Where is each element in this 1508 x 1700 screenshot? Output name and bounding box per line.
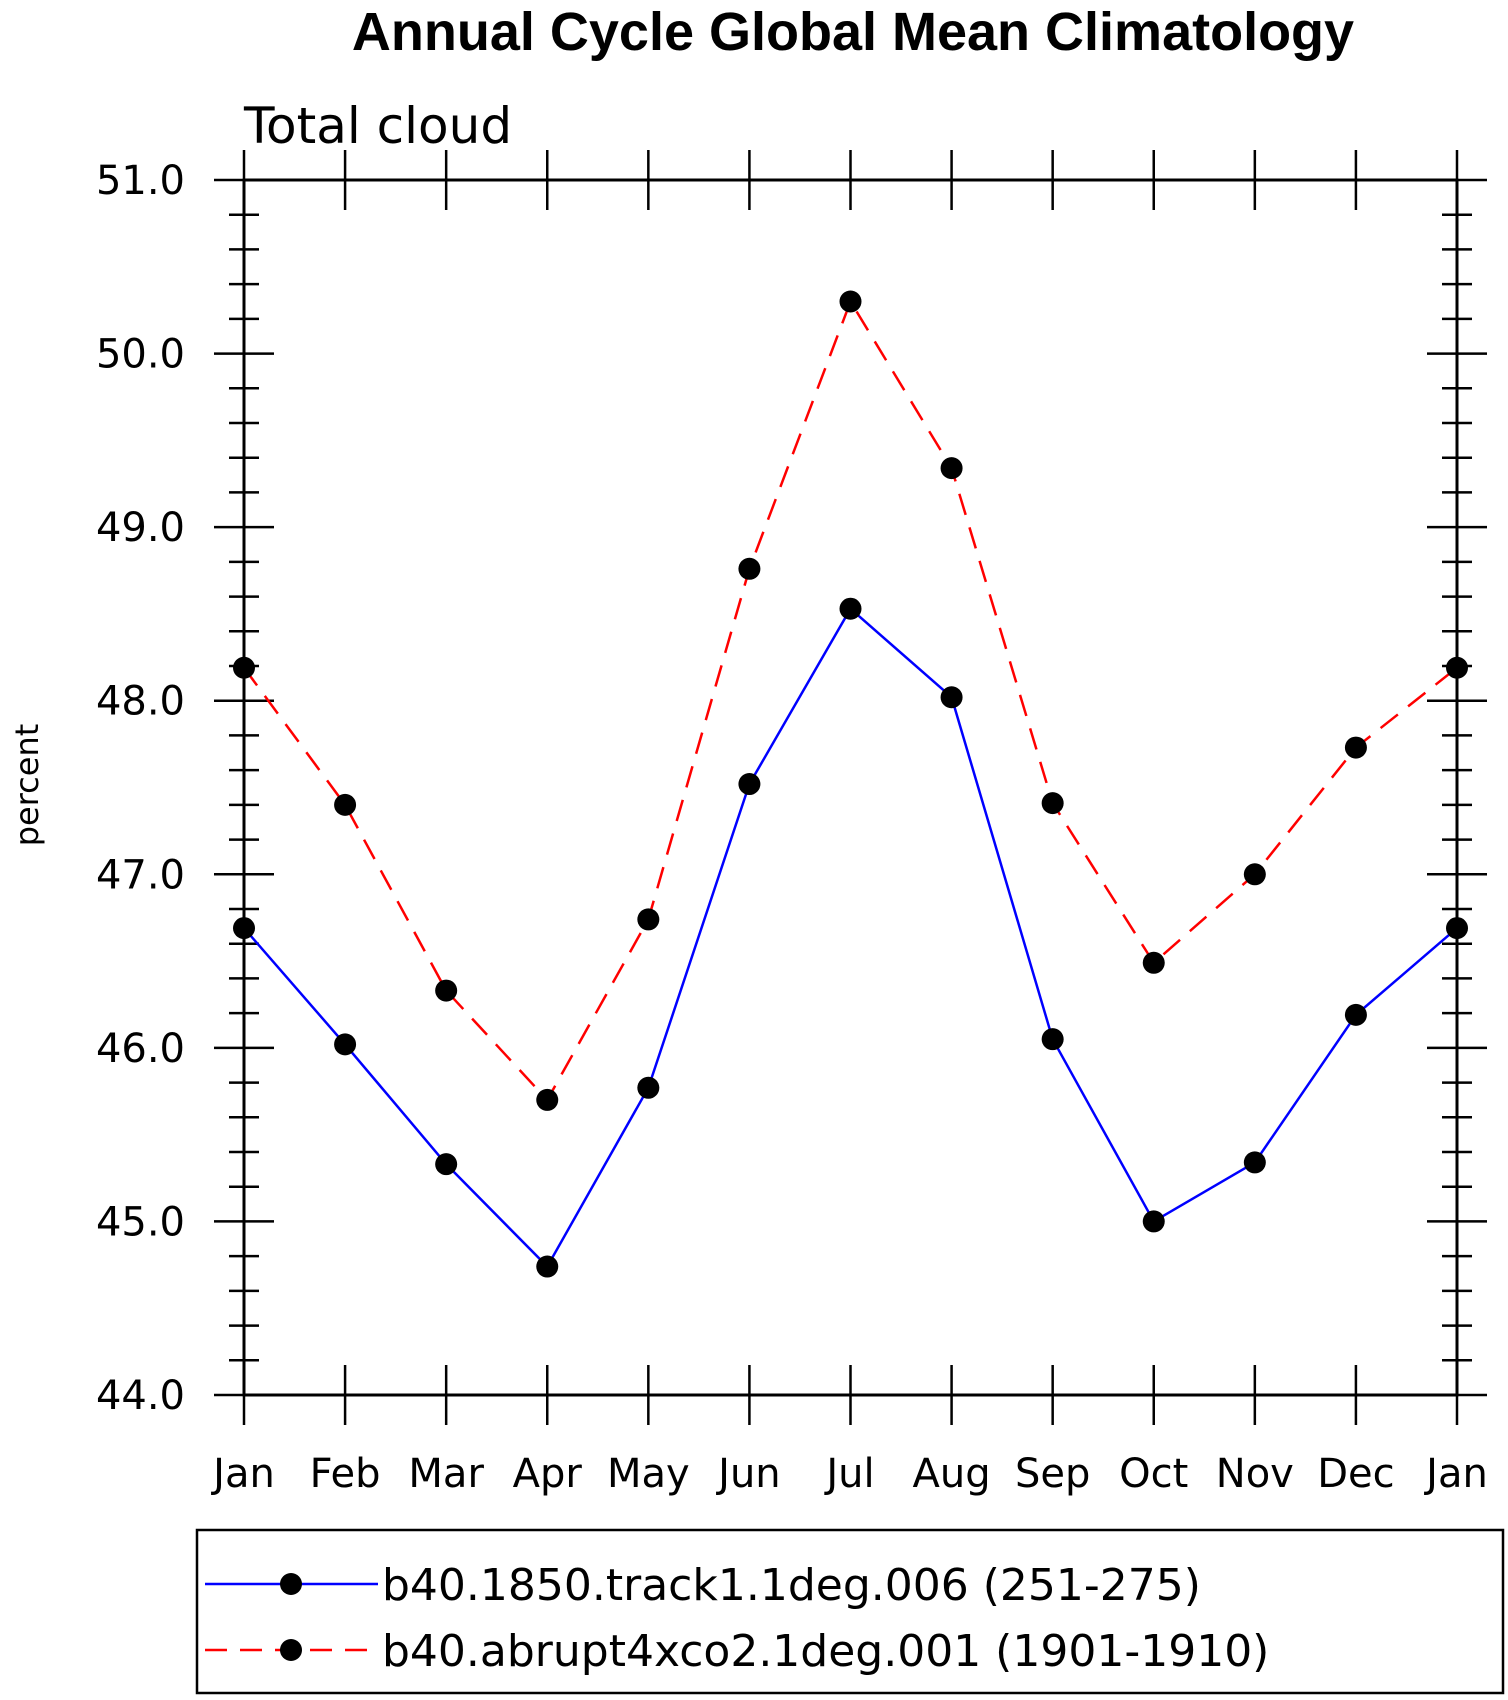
legend-marker-1 [280,1573,302,1595]
chart-title: Annual Cycle Global Mean Climatology [352,2,1354,62]
data-point-series-2 [738,557,761,580]
legend-entries: b40.1850.track1.1deg.006 (251-275) b40.ab… [205,1560,1269,1677]
data-point-series-1 [839,597,862,620]
data-point-series-1 [1344,1003,1367,1026]
y-tick-label: 47.0 [96,852,185,898]
x-tick-label: Aug [913,1451,991,1497]
x-tick-label: Dec [1317,1451,1394,1497]
data-point-series-2 [1142,951,1165,974]
y-axis-label: percent [8,724,46,847]
data-point-series-1 [738,773,761,796]
y-tick-label: 49.0 [96,505,185,551]
x-tick-label: Jan [1423,1451,1488,1497]
data-point-series-2 [1243,863,1266,886]
y-tick-label: 44.0 [96,1373,185,1419]
y-tick-labels: 44.0 45.0 46.0 47.0 48.0 49.0 50.0 51.0 [96,158,185,1419]
series-line-2 [242,298,1458,1103]
y-tick-label: 51.0 [96,158,185,204]
chart-subtitle: Total cloud [243,97,512,155]
legend-box [195,1528,1505,1695]
legend-label-1: b40.1850.track1.1deg.006 (251-275) [382,1560,1201,1611]
data-point-series-1 [940,686,963,709]
x-tick-label: May [607,1451,690,1497]
legend: b40.1850.track1.1deg.006 (251-275) b40.ab… [195,1528,1505,1695]
data-point-series-1 [1243,1151,1266,1174]
y-tick-label: 50.0 [96,332,185,378]
data-point-series-1 [334,1033,357,1056]
x-tick-label: Feb [310,1451,381,1497]
x-tick-label: Nov [1216,1451,1294,1497]
data-point-series-1 [435,1153,458,1176]
x-tick-label: Sep [1015,1451,1090,1497]
y-tick-label: 46.0 [96,1026,185,1072]
x-tick-label: Jul [823,1451,874,1497]
y-tick-label: 45.0 [96,1199,185,1245]
data-point-series-1 [1041,1028,1064,1051]
data-point-series-1 [637,1076,660,1099]
series-line-1 [243,606,1458,1269]
x-tick-label: Jan [210,1451,275,1497]
data-point-series-2 [940,457,963,480]
data-point-series-2 [536,1088,559,1111]
plot-frame [242,178,1459,1397]
data-point-series-2 [839,290,862,313]
legend-marker-2 [280,1639,302,1661]
x-tick-label: Mar [408,1451,484,1497]
legend-label-2: b40.abrupt4xco2.1deg.001 (1901-1910) [382,1626,1269,1677]
x-tick-label: Oct [1119,1451,1188,1497]
axis-ticks [214,150,1487,1425]
y-tick-label: 48.0 [96,679,185,725]
data-point-series-2 [637,908,660,931]
data-point-series-2 [1041,792,1064,815]
data-point-series-2 [1344,736,1367,759]
data-point-series-2 [435,979,458,1002]
x-tick-label: Apr [513,1451,583,1497]
series-layer [233,290,1468,1278]
data-point-series-1 [536,1255,559,1278]
data-point-series-2 [334,793,357,816]
x-tick-labels: Jan Feb Mar Apr May Jun Jul Aug Sep Oct Nov Dec Jan [210,1451,1488,1497]
x-tick-label: Jun [715,1451,781,1497]
data-point-series-1 [1142,1210,1165,1233]
